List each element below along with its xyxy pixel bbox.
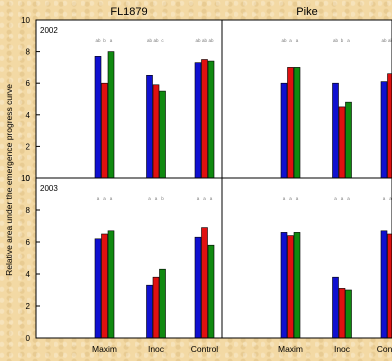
significance-letter: a <box>289 196 292 201</box>
bar <box>338 288 346 339</box>
bar <box>94 56 102 179</box>
bar <box>146 75 153 179</box>
significance-letter: a <box>296 38 299 43</box>
y-tick-label: 0 <box>26 334 31 343</box>
significance-letter: b <box>341 38 344 43</box>
bar <box>338 106 346 179</box>
bar <box>387 73 392 179</box>
bar <box>332 276 339 339</box>
significance-letter: a <box>389 196 392 201</box>
y-axis-title: Relative area under the emergence progre… <box>4 84 14 276</box>
significance-letter: a <box>197 196 200 201</box>
bar <box>201 59 208 179</box>
bar <box>152 276 160 339</box>
significance-letter: a <box>347 38 350 43</box>
bar <box>380 230 388 339</box>
y-tick-label: 6 <box>26 238 31 247</box>
significance-letter: c <box>161 38 164 43</box>
significance-letter: a <box>383 196 386 201</box>
significance-letter: a <box>110 38 113 43</box>
bar <box>101 82 108 179</box>
y-tick-label: 8 <box>26 48 31 57</box>
bar <box>107 230 115 339</box>
bar <box>201 227 208 339</box>
x-category-label: Maxim <box>92 344 117 354</box>
significance-letter: b <box>161 196 164 201</box>
significance-letter: a <box>110 196 113 201</box>
bar <box>194 62 202 179</box>
significance-letter: a <box>97 196 100 201</box>
bar <box>159 90 166 179</box>
significance-letter: a <box>148 196 151 201</box>
column-title-fl1879: FL1879 <box>110 6 147 18</box>
x-category-label: Control <box>377 344 392 354</box>
panel-year-label: 2003 <box>40 184 58 193</box>
significance-letter: ab <box>202 38 208 43</box>
significance-letter: ab <box>147 38 153 43</box>
y-tick-label: 0 <box>26 174 31 183</box>
bar <box>159 268 166 339</box>
significance-letter: ab <box>153 38 159 43</box>
x-category-label: Maxim <box>278 344 303 354</box>
y-tick-label: 2 <box>26 302 31 311</box>
bar <box>287 235 294 339</box>
bar <box>101 233 108 339</box>
bar <box>293 232 301 339</box>
bar <box>280 82 288 179</box>
significance-letter: a <box>347 196 350 201</box>
plot-frame <box>35 19 392 339</box>
significance-letter: ab <box>333 38 339 43</box>
significance-letter: a <box>203 196 206 201</box>
significance-letter: a <box>334 196 337 201</box>
bar <box>107 51 115 179</box>
significance-letter: a <box>103 196 106 201</box>
bar <box>94 238 102 339</box>
significance-letter: a <box>296 196 299 201</box>
bar <box>345 289 352 339</box>
significance-letter: ab <box>381 38 387 43</box>
column-title-pike: Pike <box>296 6 317 18</box>
bar <box>280 232 288 339</box>
bar <box>345 101 352 179</box>
panel-year-label: 2002 <box>40 26 58 35</box>
y-tick-label: 8 <box>26 206 31 215</box>
significance-letter: ab <box>388 38 392 43</box>
bar <box>387 233 392 339</box>
y-tick-label: 10 <box>21 16 30 25</box>
significance-letter: b <box>103 38 106 43</box>
bar <box>152 84 160 179</box>
y-tick-label: 4 <box>26 111 31 120</box>
significance-letter: a <box>155 196 158 201</box>
bar <box>332 82 339 179</box>
significance-letter: a <box>210 196 213 201</box>
significance-letter: ab <box>195 38 201 43</box>
significance-letter: a <box>289 38 292 43</box>
y-tick-label: 2 <box>26 142 31 151</box>
y-tick-label: 6 <box>26 79 31 88</box>
significance-letter: ab <box>208 38 214 43</box>
significance-letter: a <box>283 196 286 201</box>
significance-letter: a <box>341 196 344 201</box>
bar <box>287 67 294 179</box>
x-category-label: Inoc <box>148 344 165 354</box>
bar <box>146 284 153 339</box>
y-tick-label: 10 <box>21 174 30 183</box>
bar <box>194 236 202 339</box>
x-category-label: Inoc <box>334 344 351 354</box>
bar <box>293 67 301 179</box>
bar <box>380 81 388 179</box>
significance-letter: ab <box>281 38 287 43</box>
bar <box>207 60 215 179</box>
bar <box>207 244 215 339</box>
y-tick-label: 4 <box>26 270 31 279</box>
x-category-label: Control <box>191 344 219 354</box>
significance-letter: ab <box>95 38 101 43</box>
